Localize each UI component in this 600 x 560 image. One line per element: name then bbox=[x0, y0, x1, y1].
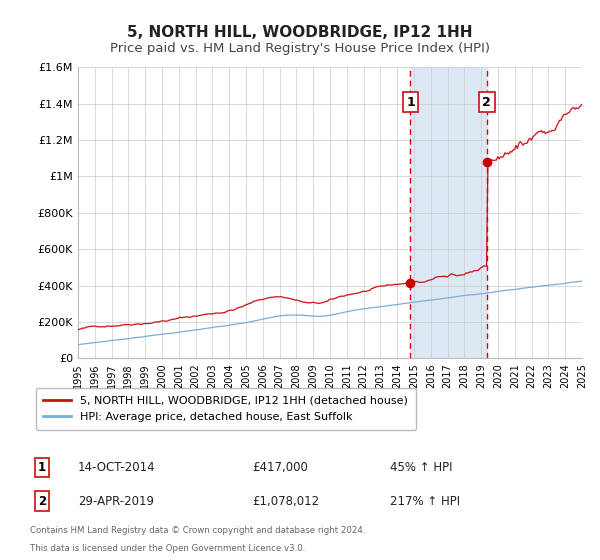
Text: 2: 2 bbox=[38, 494, 46, 508]
Text: Contains HM Land Registry data © Crown copyright and database right 2024.: Contains HM Land Registry data © Crown c… bbox=[30, 526, 365, 535]
Text: This data is licensed under the Open Government Licence v3.0.: This data is licensed under the Open Gov… bbox=[30, 544, 305, 553]
Text: Price paid vs. HM Land Registry's House Price Index (HPI): Price paid vs. HM Land Registry's House … bbox=[110, 42, 490, 55]
Bar bbox=[410, 67, 487, 358]
Text: 217% ↑ HPI: 217% ↑ HPI bbox=[390, 494, 460, 508]
Legend: 5, NORTH HILL, WOODBRIDGE, IP12 1HH (detached house), HPI: Average price, detach: 5, NORTH HILL, WOODBRIDGE, IP12 1HH (det… bbox=[35, 388, 416, 430]
Text: 1: 1 bbox=[38, 461, 46, 474]
Text: 45% ↑ HPI: 45% ↑ HPI bbox=[390, 461, 452, 474]
Text: 29-APR-2019: 29-APR-2019 bbox=[78, 494, 154, 508]
Text: 14-OCT-2014: 14-OCT-2014 bbox=[78, 461, 155, 474]
Text: 2: 2 bbox=[482, 96, 491, 109]
Text: £1,078,012: £1,078,012 bbox=[252, 494, 319, 508]
Text: 1: 1 bbox=[406, 96, 415, 109]
Text: 5, NORTH HILL, WOODBRIDGE, IP12 1HH: 5, NORTH HILL, WOODBRIDGE, IP12 1HH bbox=[127, 25, 473, 40]
Text: £417,000: £417,000 bbox=[252, 461, 308, 474]
